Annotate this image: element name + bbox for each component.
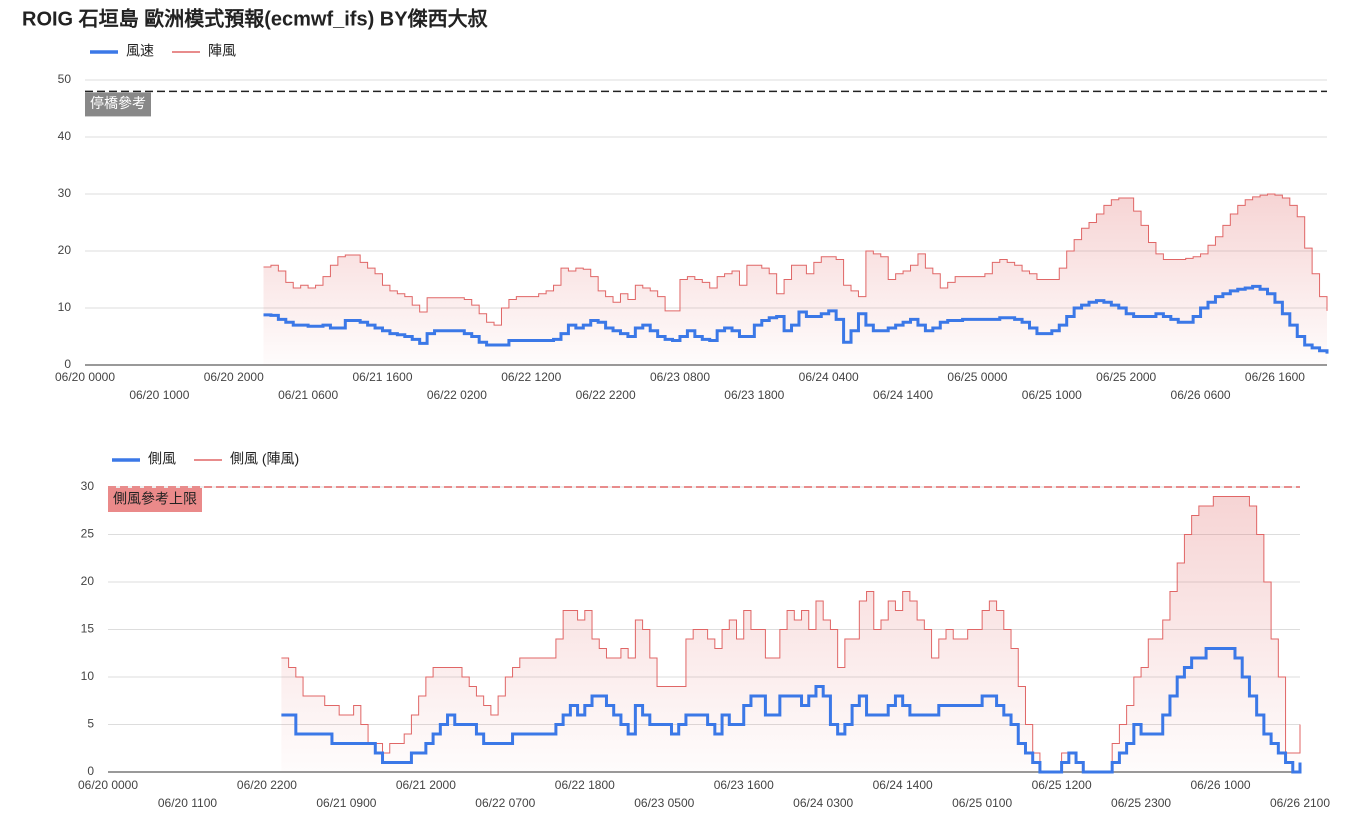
y-tick-label: 0: [64, 357, 71, 371]
x-tick-label: 06/24 1400: [873, 388, 933, 402]
y-tick-label: 30: [58, 186, 72, 200]
y-tick-label: 15: [81, 622, 95, 636]
area: [263, 194, 1328, 365]
line: [263, 193, 1328, 326]
reference-label-box: [85, 92, 151, 117]
x-tick-label: 06/21 0900: [316, 796, 376, 810]
x-tick-label: 06/22 1200: [501, 370, 561, 384]
reference-label: 停橋參考: [90, 95, 146, 111]
reference-label-box: [108, 488, 202, 512]
chart-title: ROIG 石垣島 歐洲模式預報(ecmwf_ifs) BY傑西大叔: [22, 6, 489, 30]
y-tick-label: 10: [58, 300, 72, 314]
y-tick-label: 20: [81, 574, 95, 588]
x-tick-label: 06/24 0400: [799, 370, 859, 384]
y-tick-label: 30: [81, 479, 95, 493]
x-tick-label: 06/24 1400: [873, 778, 933, 792]
x-tick-label: 06/26 1000: [1191, 778, 1251, 792]
legend-label: 側風: [148, 451, 176, 467]
x-tick-label: 06/25 0100: [952, 796, 1012, 810]
line: [281, 647, 1302, 774]
x-tick-label: 06/23 0500: [634, 796, 694, 810]
x-tick-label: 06/20 0000: [55, 370, 115, 384]
x-tick-label: 06/20 2000: [204, 370, 264, 384]
x-tick-label: 06/20 1000: [129, 388, 189, 402]
y-tick-label: 0: [87, 764, 94, 778]
x-tick-label: 06/22 0200: [427, 388, 487, 402]
x-tick-label: 06/26 2100: [1270, 796, 1330, 810]
y-tick-label: 25: [81, 527, 95, 541]
y-tick-label: 20: [58, 243, 72, 257]
area: [281, 496, 1300, 772]
x-tick-label: 06/25 1200: [1032, 778, 1092, 792]
x-tick-label: 06/23 0800: [650, 370, 710, 384]
x-tick-label: 06/20 2200: [237, 778, 297, 792]
legend-label: 陣風: [208, 43, 236, 59]
x-tick-label: 06/26 0600: [1171, 388, 1231, 402]
y-tick-label: 40: [58, 129, 72, 143]
x-tick-label: 06/22 0700: [475, 796, 535, 810]
legend-label: 側風 (陣風): [230, 451, 299, 467]
x-tick-label: 06/25 2000: [1096, 370, 1156, 384]
x-tick-label: 06/22 2200: [576, 388, 636, 402]
y-tick-label: 50: [58, 72, 72, 86]
line: [263, 284, 1329, 354]
x-tick-label: 06/26 1600: [1245, 370, 1305, 384]
x-tick-label: 06/22 1800: [555, 778, 615, 792]
x-tick-label: 06/20 0000: [78, 778, 138, 792]
x-tick-label: 06/25 1000: [1022, 388, 1082, 402]
x-tick-label: 06/24 0300: [793, 796, 853, 810]
x-tick-label: 06/25 0000: [947, 370, 1007, 384]
x-tick-label: 06/21 2000: [396, 778, 456, 792]
y-tick-label: 10: [81, 669, 95, 683]
x-tick-label: 06/20 1100: [158, 796, 217, 810]
x-tick-label: 06/23 1600: [714, 778, 774, 792]
reference-label: 側風參考上限: [113, 491, 197, 507]
line: [281, 496, 1301, 773]
legend-label: 風速: [126, 43, 154, 59]
y-tick-label: 5: [87, 717, 94, 731]
x-tick-label: 06/25 2300: [1111, 796, 1171, 810]
x-tick-label: 06/21 0600: [278, 388, 338, 402]
x-tick-label: 06/21 1600: [352, 370, 412, 384]
x-tick-label: 06/23 1800: [724, 388, 784, 402]
